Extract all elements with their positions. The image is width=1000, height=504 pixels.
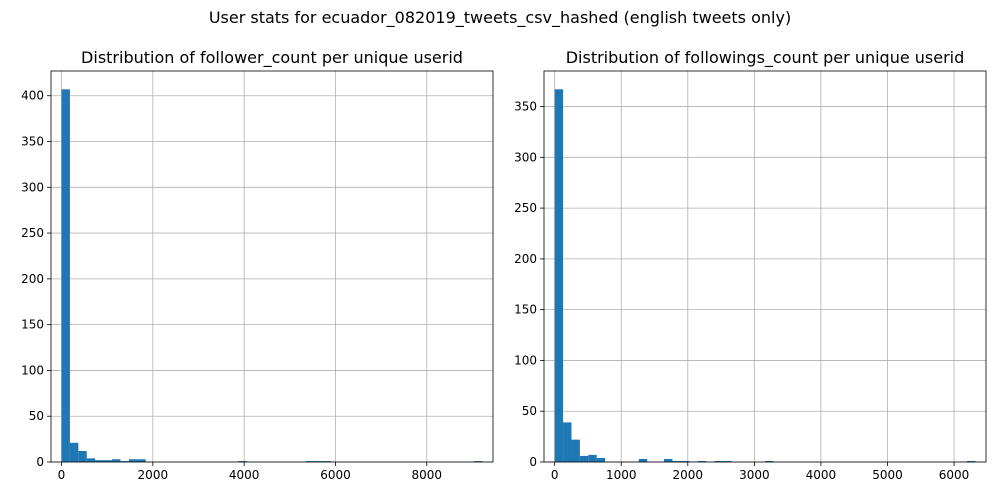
x-tick-label: 8000 [412, 468, 443, 482]
y-tick-label: 200 [514, 252, 537, 266]
y-tick-label: 100 [21, 363, 44, 377]
plot-area [51, 71, 493, 462]
x-tick-label: 6000 [939, 468, 970, 482]
figure-suptitle: User stats for ecuador_082019_tweets_csv… [209, 8, 791, 28]
x-tick-label: 0 [551, 468, 559, 482]
x-tick-label: 2000 [673, 468, 704, 482]
x-tick-label: 6000 [320, 468, 351, 482]
axes-frame [50, 70, 494, 463]
x-tick-label: 3000 [739, 468, 770, 482]
y-tick-label: 200 [21, 272, 44, 286]
y-tick-label: 100 [514, 353, 537, 367]
y-tick-label: 0 [529, 455, 537, 469]
histogram-bar [78, 451, 87, 462]
histogram-bar [765, 460, 774, 462]
histogram-bar [697, 460, 707, 462]
histogram-bar [554, 89, 564, 462]
y-tick-label: 400 [21, 89, 44, 103]
histogram-bar [112, 459, 121, 462]
histogram-bar [95, 460, 104, 462]
histogram-bar [714, 460, 723, 462]
histogram-bar [571, 439, 580, 462]
histogram-bar [638, 458, 648, 462]
y-tick-label: 250 [21, 226, 44, 240]
histogram-bar [128, 459, 138, 462]
x-tick-label: 4000 [806, 468, 837, 482]
follower-count-histogram: 0 2000 4000 6000 8000 0 50 100 150 200 250 300 350 40… [21, 48, 494, 482]
histogram-bar [596, 457, 606, 462]
subplot-title: Distribution of follower_count per uniqu… [81, 48, 463, 68]
x-tick-label: 1000 [606, 468, 637, 482]
histogram-bar [672, 460, 681, 462]
y-tick-label: 50 [29, 409, 44, 423]
histogram-bar [314, 461, 323, 462]
histogram-bar [322, 461, 331, 462]
histogram-bar [120, 461, 129, 462]
histogram-bar [103, 460, 113, 462]
histogram-bar [664, 458, 673, 462]
histogram-bar [474, 461, 483, 462]
y-tick-label: 0 [36, 455, 44, 469]
y-tick-label: 50 [522, 404, 537, 418]
x-tick-label: 4000 [229, 468, 260, 482]
x-tick-label: 2000 [138, 468, 169, 482]
histogram-bar [680, 460, 690, 462]
y-tick-label: 350 [514, 100, 537, 114]
histogram-bar [305, 461, 315, 462]
histogram-bar [137, 459, 146, 462]
histogram-bar [722, 460, 732, 462]
axes-frame [543, 70, 987, 463]
x-tick-label: 0 [58, 468, 66, 482]
histogram-bar [966, 460, 976, 462]
y-tick-label: 300 [21, 180, 44, 194]
plot-area [544, 71, 986, 462]
histogram-bar [563, 422, 572, 462]
subplot-title: Distribution of followings_count per uni… [566, 48, 965, 68]
histogram-bar [579, 455, 589, 462]
y-tick-label: 150 [21, 318, 44, 332]
y-tick-label: 150 [514, 303, 537, 317]
histogram-bar [238, 461, 247, 462]
y-tick-label: 300 [514, 150, 537, 164]
followings-count-histogram: 0 1000 2000 3000 4000 5000 6000 0 50 100 150 200 250… [514, 48, 987, 482]
x-tick-label: 5000 [872, 468, 903, 482]
histogram-bar [588, 454, 597, 462]
y-tick-label: 250 [514, 201, 537, 215]
histogram-bar [86, 458, 96, 462]
y-tick-label: 350 [21, 135, 44, 149]
histogram-bar [61, 89, 70, 463]
histogram-bar [69, 442, 79, 462]
